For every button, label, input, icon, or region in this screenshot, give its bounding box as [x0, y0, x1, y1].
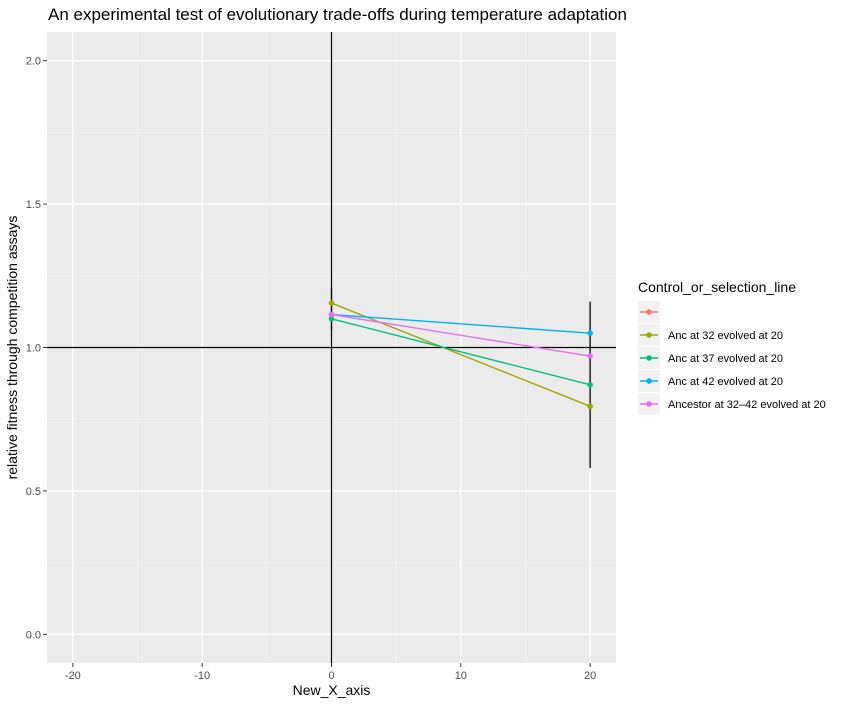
- x-tick-label: -10: [194, 670, 210, 682]
- y-axis-ticks: 0.0 0.5 1.0 1.5 2.0: [26, 56, 47, 641]
- data-point: [328, 311, 335, 318]
- legend-label: Anc at 32 evolved at 20: [668, 330, 783, 342]
- data-point: [328, 300, 335, 306]
- legend-key-point: [646, 355, 652, 361]
- x-axis-ticks: -20 -10 0 10 20: [65, 663, 596, 682]
- legend-key-point: [646, 378, 652, 384]
- x-tick-label: 20: [584, 670, 596, 682]
- data-point: [587, 403, 593, 410]
- x-axis-title: New_X_axis: [293, 682, 371, 698]
- data-point: [587, 381, 593, 388]
- series-line: [331, 313, 591, 357]
- x-tick-label: -20: [65, 670, 81, 682]
- x-tick-label: 0: [328, 670, 334, 682]
- reference-lines: [47, 32, 616, 663]
- series-points: [328, 300, 593, 410]
- legend-label: Ancestor at 32–42 evolved at 20: [668, 399, 826, 411]
- series-line: [331, 318, 591, 386]
- y-tick-label: 1.0: [26, 343, 41, 355]
- y-tick-label: 0.5: [26, 486, 41, 498]
- data-point: [587, 330, 593, 336]
- legend-key-point: [646, 332, 652, 338]
- legend-key-point: [646, 401, 652, 407]
- legend-label: Anc at 42 evolved at 20: [668, 376, 783, 388]
- series-lines: [331, 302, 591, 407]
- legend-label: Anc at 37 evolved at 20: [668, 353, 783, 365]
- series-line: [331, 302, 591, 407]
- x-tick-label: 10: [455, 670, 467, 682]
- chart-title: An experimental test of evolutionary tra…: [48, 5, 627, 24]
- legend-title: Control_or_selection_line: [638, 279, 796, 295]
- series-line: [331, 313, 591, 334]
- legend: Control_or_selection_line Anc at 32 evol…: [638, 279, 826, 415]
- y-tick-label: 0.0: [26, 629, 41, 641]
- data-point: [328, 316, 335, 322]
- legend-key-point: [646, 309, 652, 315]
- y-axis-title: relative fitness through competition ass…: [4, 216, 20, 480]
- y-tick-label: 1.5: [26, 199, 41, 211]
- y-tick-label: 2.0: [26, 56, 41, 68]
- data-point: [587, 353, 593, 359]
